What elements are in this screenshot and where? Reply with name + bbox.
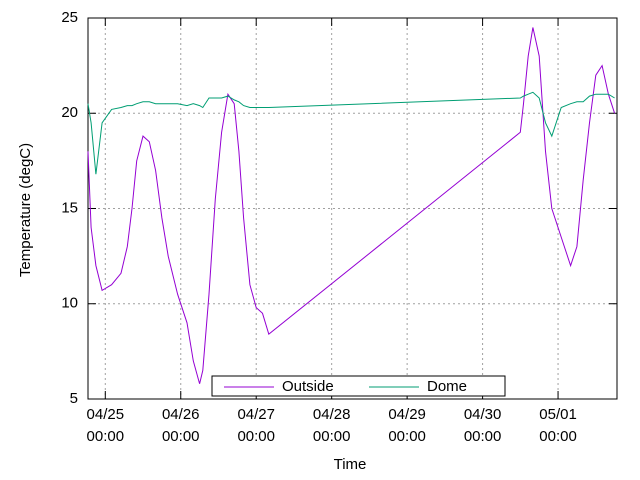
y-axis-label: Temperature (degC): [17, 143, 34, 277]
plot-frame: [87, 17, 618, 400]
series-line: [87, 91, 615, 175]
x-tick-label: 04/27 00:00: [237, 406, 275, 445]
x-axis-label: Time: [334, 456, 367, 473]
y-tick-label: 20: [61, 104, 78, 121]
x-tick-label: 04/29 00:00: [388, 406, 426, 445]
x-tick-label: 04/25 00:00: [87, 406, 125, 445]
x-tick-label: 04/26 00:00: [162, 406, 200, 445]
legend-label: Outside: [282, 378, 334, 395]
y-tick-label: 10: [61, 295, 78, 312]
legend-label: Dome: [427, 378, 467, 395]
x-tick-label: 04/28 00:00: [313, 406, 351, 445]
x-tick-label: 04/30 00:00: [464, 406, 502, 445]
series-line: [87, 27, 616, 384]
y-tick-label: 25: [61, 9, 78, 26]
legend-box: [211, 375, 506, 397]
y-tick-label: 15: [61, 199, 78, 216]
y-tick-label: 5: [70, 390, 78, 407]
x-tick-label: 05/01 00:00: [539, 406, 577, 445]
